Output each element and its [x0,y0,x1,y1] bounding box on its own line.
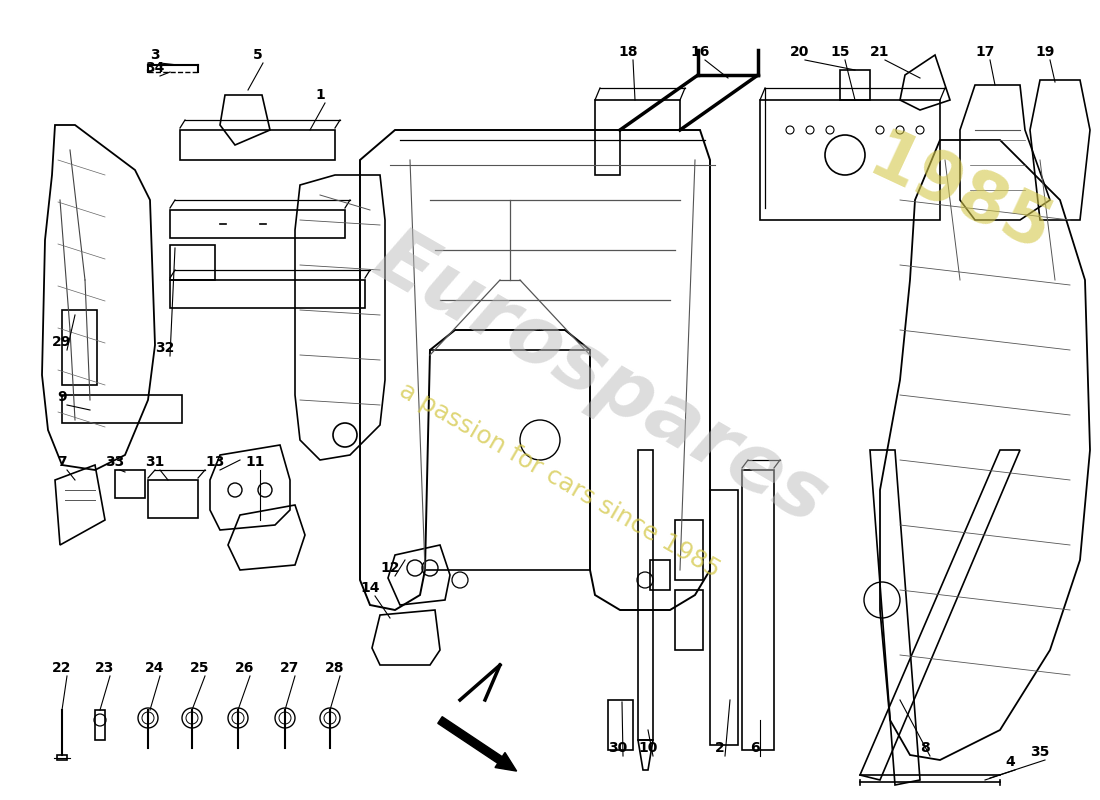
Text: 23: 23 [96,661,114,675]
Text: 24: 24 [145,661,165,675]
Text: 34: 34 [145,61,165,75]
Text: 33: 33 [106,455,124,469]
Text: 1985: 1985 [858,124,1062,266]
Text: 35: 35 [1031,745,1049,759]
Text: 3: 3 [151,48,160,62]
Text: 30: 30 [608,741,628,755]
Text: 2: 2 [715,741,725,755]
Text: 5: 5 [253,48,263,62]
Text: 1: 1 [315,88,324,102]
Text: 15: 15 [830,45,849,59]
Text: a passion for cars since 1985: a passion for cars since 1985 [395,378,725,582]
Text: 29: 29 [53,335,72,349]
Text: 10: 10 [638,741,658,755]
Text: 9: 9 [57,390,67,404]
Text: Eurospares: Eurospares [360,219,840,541]
Text: 14: 14 [361,581,379,595]
Text: 12: 12 [381,561,399,575]
Text: 6: 6 [750,741,760,755]
Text: 20: 20 [790,45,810,59]
Text: 22: 22 [53,661,72,675]
Text: 17: 17 [976,45,994,59]
Text: 25: 25 [190,661,210,675]
Text: 32: 32 [155,341,175,355]
FancyArrow shape [438,717,517,771]
Text: 27: 27 [280,661,299,675]
Text: 16: 16 [691,45,710,59]
Text: 11: 11 [245,455,265,469]
Text: 28: 28 [326,661,344,675]
Text: 26: 26 [235,661,255,675]
Text: 8: 8 [920,741,929,755]
Text: 21: 21 [870,45,890,59]
Text: 13: 13 [206,455,224,469]
Text: 18: 18 [618,45,638,59]
Text: 31: 31 [145,455,165,469]
Text: 7: 7 [57,455,67,469]
Text: 4: 4 [1005,755,1015,769]
Text: 19: 19 [1035,45,1055,59]
